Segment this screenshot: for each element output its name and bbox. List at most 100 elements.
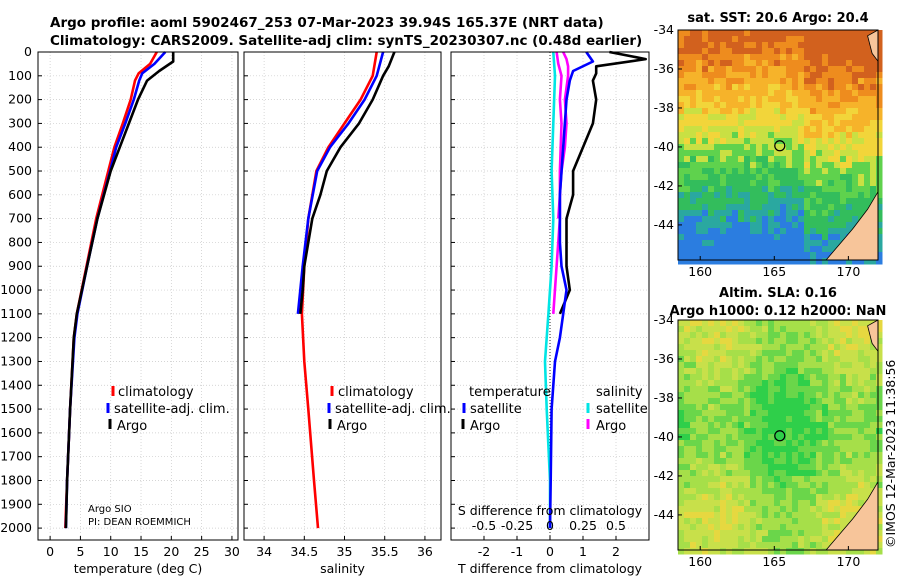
- map-cell: [786, 428, 793, 435]
- map-cell: [786, 228, 793, 235]
- map-cell: [810, 506, 817, 513]
- map-cell: [762, 494, 769, 501]
- map-cell: [822, 530, 829, 537]
- map-cell: [732, 476, 739, 483]
- map-cell: [678, 482, 685, 489]
- map-cell: [708, 452, 715, 459]
- map-cell: [720, 84, 727, 91]
- map-cell: [828, 222, 835, 229]
- map-cell: [702, 150, 709, 157]
- map-cell: [720, 464, 727, 471]
- map-cell: [828, 380, 835, 387]
- map-cell: [870, 548, 877, 555]
- map-cell: [768, 36, 775, 43]
- map-cell: [846, 380, 853, 387]
- map-cell: [858, 210, 865, 217]
- map-cell: [720, 54, 727, 61]
- map-cell: [846, 320, 853, 327]
- map-cell: [780, 434, 787, 441]
- map-cell: [696, 530, 703, 537]
- map-cell: [690, 138, 697, 145]
- map-cell: [750, 228, 757, 235]
- map-cell: [792, 362, 799, 369]
- map-cell: [774, 126, 781, 133]
- map-cell: [876, 48, 883, 55]
- map-cell: [726, 60, 733, 67]
- map-cell: [828, 168, 835, 175]
- map-cell: [834, 386, 841, 393]
- map-cell: [750, 108, 757, 115]
- map-cell: [804, 204, 811, 211]
- map-cell: [726, 168, 733, 175]
- map-cell: [720, 536, 727, 543]
- map-cell: [708, 204, 715, 211]
- map-cell: [858, 494, 865, 501]
- map-cell: [834, 186, 841, 193]
- map-cell: [792, 60, 799, 67]
- map-cell: [732, 524, 739, 531]
- map-cell: [678, 386, 685, 393]
- map-cell: [768, 60, 775, 67]
- map-cell: [810, 326, 817, 333]
- legend-sal-argo-label: Argo: [596, 419, 626, 434]
- map-cell: [798, 320, 805, 327]
- map-cell: [696, 506, 703, 513]
- map-cell: [876, 470, 883, 477]
- map-cell: [708, 162, 715, 169]
- map-cell: [762, 356, 769, 363]
- map-cell: [696, 240, 703, 247]
- map-cell: [840, 126, 847, 133]
- map-cell: [834, 368, 841, 375]
- map-cell: [864, 464, 871, 471]
- map-cell: [696, 536, 703, 543]
- map-cell: [696, 156, 703, 163]
- map-cell: [780, 66, 787, 73]
- map-cell: [792, 404, 799, 411]
- map-cell: [708, 512, 715, 519]
- map-cell: [720, 180, 727, 187]
- map-cell: [792, 102, 799, 109]
- map-cell: [858, 362, 865, 369]
- map-cell: [834, 440, 841, 447]
- y-tick-label: 1300: [0, 353, 32, 368]
- map-cell: [762, 404, 769, 411]
- map-cell: [756, 482, 763, 489]
- map-cell: [696, 374, 703, 381]
- map-cell: [798, 434, 805, 441]
- map-cell: [774, 132, 781, 139]
- map-cell: [810, 404, 817, 411]
- map-cell: [744, 506, 751, 513]
- map-cell: [852, 434, 859, 441]
- map-cell: [774, 246, 781, 253]
- map-cell: [804, 54, 811, 61]
- map-cell: [780, 30, 787, 37]
- map-cell: [786, 374, 793, 381]
- map-cell: [810, 36, 817, 43]
- map-cell: [762, 464, 769, 471]
- map-cell: [726, 48, 733, 55]
- map-cell: [846, 114, 853, 121]
- map-cell: [816, 102, 823, 109]
- map-cell: [756, 344, 763, 351]
- map-cell: [720, 530, 727, 537]
- map-cell: [840, 512, 847, 519]
- map-cell: [792, 150, 799, 157]
- map-cell: [774, 60, 781, 67]
- map-cell: [798, 30, 805, 37]
- map-cell: [750, 386, 757, 393]
- map-cell: [738, 506, 745, 513]
- map-cell: [732, 210, 739, 217]
- map-cell: [756, 440, 763, 447]
- map-cell: [714, 416, 721, 423]
- map-cell: [822, 48, 829, 55]
- map-cell: [852, 216, 859, 223]
- map-cell: [744, 446, 751, 453]
- map-cell: [876, 440, 883, 447]
- map-cell: [804, 258, 811, 265]
- map-cell: [846, 156, 853, 163]
- map-cell: [852, 422, 859, 429]
- map-cell: [870, 180, 877, 187]
- map-cell: [798, 192, 805, 199]
- map-cell: [774, 120, 781, 127]
- map-cell: [750, 518, 757, 525]
